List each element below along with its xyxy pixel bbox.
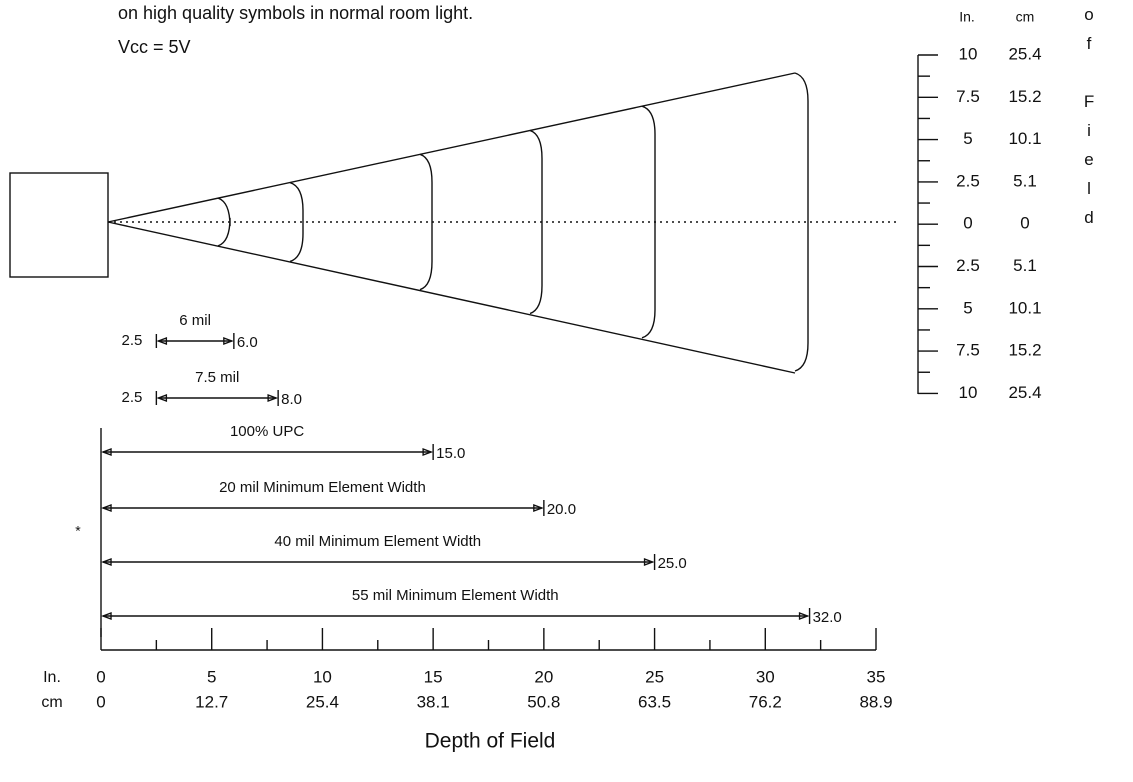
header-line: Vcc = 5V [118,37,191,57]
axis-label: 88.9 [859,692,892,711]
range-end: 20.0 [547,501,576,518]
scan-arc [419,153,433,291]
axis-label: 0 [96,667,105,686]
arrow-head [533,503,544,513]
arrow-head [101,503,112,513]
scanner-box [9,172,109,278]
arrow-head [798,611,810,621]
note-mark: * [75,523,81,539]
axis-label: 25.4 [306,692,339,711]
scale-label: 2.5 [956,171,980,190]
range-end: 25.0 [658,555,687,572]
axis-label: 30 [756,667,775,686]
range-end: 6.0 [237,334,258,351]
scan-arc [217,197,231,247]
scale-label: 5.1 [1013,171,1037,190]
scan-arc [289,181,304,263]
axis-label: 12.7 [195,692,228,711]
range-label: 20 mil Minimum Element Width [219,479,426,496]
arrow-head [156,336,168,346]
scale-label: 10 [959,44,978,63]
scale-label: 15.2 [1008,87,1041,106]
range-end: 32.0 [813,609,842,626]
scale-label: 10 [959,383,978,402]
axis-label: 20 [534,667,553,686]
scan-arc [641,105,656,339]
scale-label: 7.5 [956,341,980,360]
cone-edge [107,221,796,374]
axis-label: 5 [207,667,216,686]
range-end: 8.0 [281,391,302,408]
scale-label: 25.4 [1008,383,1041,402]
scale-header: cm [1016,9,1035,25]
arrow-head [643,557,655,567]
scan-arc [794,72,809,372]
range-start: 2.5 [121,332,142,349]
scale-label: 0 [1020,214,1029,233]
scale-label: 10.1 [1008,129,1041,148]
axis-label: 50.8 [527,692,560,711]
arrow-head [101,557,112,567]
scale-label: 5 [963,298,972,317]
axis-label: 10 [313,667,332,686]
axis-label: 35 [867,667,886,686]
scale-label: 25.4 [1008,44,1041,63]
scale-title: Width of Field [1080,0,1099,237]
range-end: 15.0 [436,445,465,462]
scale-header: In. [959,9,975,25]
arrow-head [267,393,279,403]
arrow-head [223,336,234,346]
axis-label: 25 [645,667,664,686]
axis-unit: In. [43,669,61,686]
arrow-head [156,393,168,403]
cone-edge [107,72,796,223]
scale-label: 10.1 [1008,298,1041,317]
header-line: on high quality symbols in normal room l… [118,3,473,23]
axis-unit: cm [41,694,62,711]
range-label: 100% UPC [230,423,304,440]
range-start: 2.5 [121,389,142,406]
scale-label: 15.2 [1008,341,1041,360]
range-label: 40 mil Minimum Element Width [274,533,481,550]
scale-label: 5 [963,129,972,148]
arrow-head [422,447,434,457]
arrow-head [101,611,112,621]
range-label: 7.5 mil [195,369,239,386]
scale-label: 5.1 [1013,256,1037,275]
axis-label: 63.5 [638,692,671,711]
axis-title: Depth of Field [425,730,556,753]
range-label: 6 mil [179,312,211,329]
axis-label: 76.2 [749,692,782,711]
scan-arc [529,129,543,315]
scale-label: 2.5 [956,256,980,275]
scale-label: 7.5 [956,87,980,106]
range-label: 55 mil Minimum Element Width [352,587,559,604]
axis-label: 15 [424,667,443,686]
scale-label: 0 [963,214,972,233]
arrow-head [101,447,112,457]
axis-label: 38.1 [417,692,450,711]
axis-label: 0 [96,692,105,711]
